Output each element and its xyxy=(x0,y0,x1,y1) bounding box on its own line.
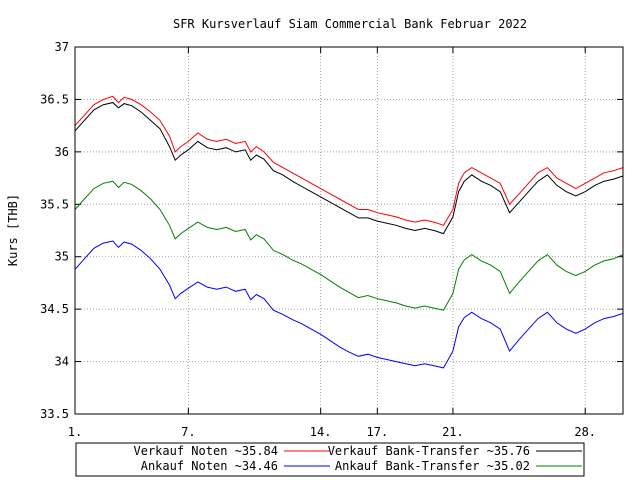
y-tick-label: 36 xyxy=(55,145,69,159)
x-tick-label: 21. xyxy=(442,425,464,439)
series-line xyxy=(74,180,624,311)
y-tick-label: 35 xyxy=(55,250,69,264)
y-tick-label: 34.5 xyxy=(40,302,69,316)
legend-label-verkauf-noten: Verkauf Noten ~35.84 xyxy=(134,444,279,458)
legend-label-ankauf-noten: Ankauf Noten ~34.46 xyxy=(141,459,278,473)
y-tick-label: 33.5 xyxy=(40,407,69,421)
legend-label-verkauf-bank-transfer: Verkauf Bank-Transfer ~35.76 xyxy=(328,444,530,458)
x-tick-label: 1. xyxy=(68,425,82,439)
series-lines xyxy=(74,95,624,369)
y-tick-label: 34 xyxy=(55,355,69,369)
series-line xyxy=(74,102,624,235)
x-tick-label: 17. xyxy=(367,425,389,439)
x-tick-label: 28. xyxy=(574,425,596,439)
x-tick-label: 14. xyxy=(310,425,332,439)
chart-title: SFR Kursverlauf Siam Commercial Bank Feb… xyxy=(173,17,527,31)
series-line xyxy=(74,95,624,226)
x-tick-label: 7. xyxy=(181,425,195,439)
plot-frame xyxy=(74,46,624,415)
legend-box xyxy=(75,442,585,477)
y-tick-label: 36.5 xyxy=(40,92,69,106)
grid-lines xyxy=(75,47,623,414)
legend: Verkauf Noten ~35.84 Verkauf Bank-Transf… xyxy=(75,442,585,477)
y-tick-label: 35.5 xyxy=(40,197,69,211)
axis-ticks: 33.5 34 34.5 35 35.5 36 36.5 37 1. 7. 14. 17. 21. 28. xyxy=(40,40,623,439)
series-line xyxy=(74,240,624,369)
y-tick-label: 37 xyxy=(55,40,69,54)
y-axis-label: Kurs [THB] xyxy=(6,194,20,266)
legend-label-ankauf-bank-transfer: Ankauf Bank-Transfer ~35.02 xyxy=(335,459,530,473)
